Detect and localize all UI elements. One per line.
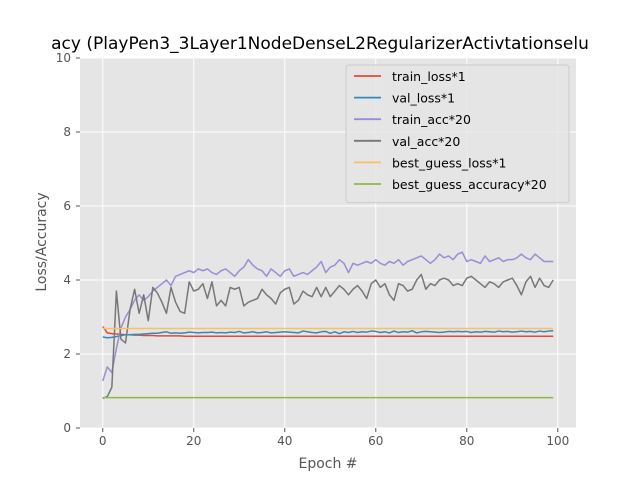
y-axis-label: Loss/Accuracy xyxy=(34,192,50,291)
x-tick-label: 80 xyxy=(459,434,474,448)
legend-label: train_loss*1 xyxy=(392,69,466,84)
legend-label: best_guess_accuracy*20 xyxy=(392,177,547,192)
series-line-train-loss-1 xyxy=(102,326,554,337)
y-tick-label: 0 xyxy=(63,421,71,435)
legend-label: val_acc*20 xyxy=(392,134,460,149)
legend-label: best_guess_loss*1 xyxy=(392,155,506,170)
series-line-train-acc-20 xyxy=(102,251,554,382)
legend-label: val_loss*1 xyxy=(392,91,455,106)
legend-label: train_acc*20 xyxy=(392,112,471,127)
y-tick-label: 8 xyxy=(63,125,71,139)
y-tick-label: 6 xyxy=(63,199,71,213)
x-tick-label: 100 xyxy=(546,434,569,448)
y-tick-label: 4 xyxy=(63,273,71,287)
x-tick-label: 40 xyxy=(277,434,292,448)
axis-ticks: 0 20 40 60 80 100 0 2 4 6 8 10 xyxy=(56,51,570,448)
series-line-val-loss-1 xyxy=(102,329,554,339)
y-tick-label: 10 xyxy=(56,51,71,65)
x-axis-label: Epoch # xyxy=(298,456,357,472)
legend: train_loss*1 val_loss*1 train_acc*20 val_ac… xyxy=(345,64,570,204)
series-line-val-acc-20 xyxy=(102,273,554,400)
chart-title: acy (PlayPen3_3Layer1NodeDenseL2Regulari… xyxy=(51,34,589,54)
x-tick-label: 60 xyxy=(368,434,383,448)
x-tick-label: 0 xyxy=(99,434,107,448)
legend-box xyxy=(345,64,570,204)
x-tick-label: 20 xyxy=(186,434,201,448)
y-tick-label: 2 xyxy=(63,347,71,361)
series-lines xyxy=(102,251,554,400)
